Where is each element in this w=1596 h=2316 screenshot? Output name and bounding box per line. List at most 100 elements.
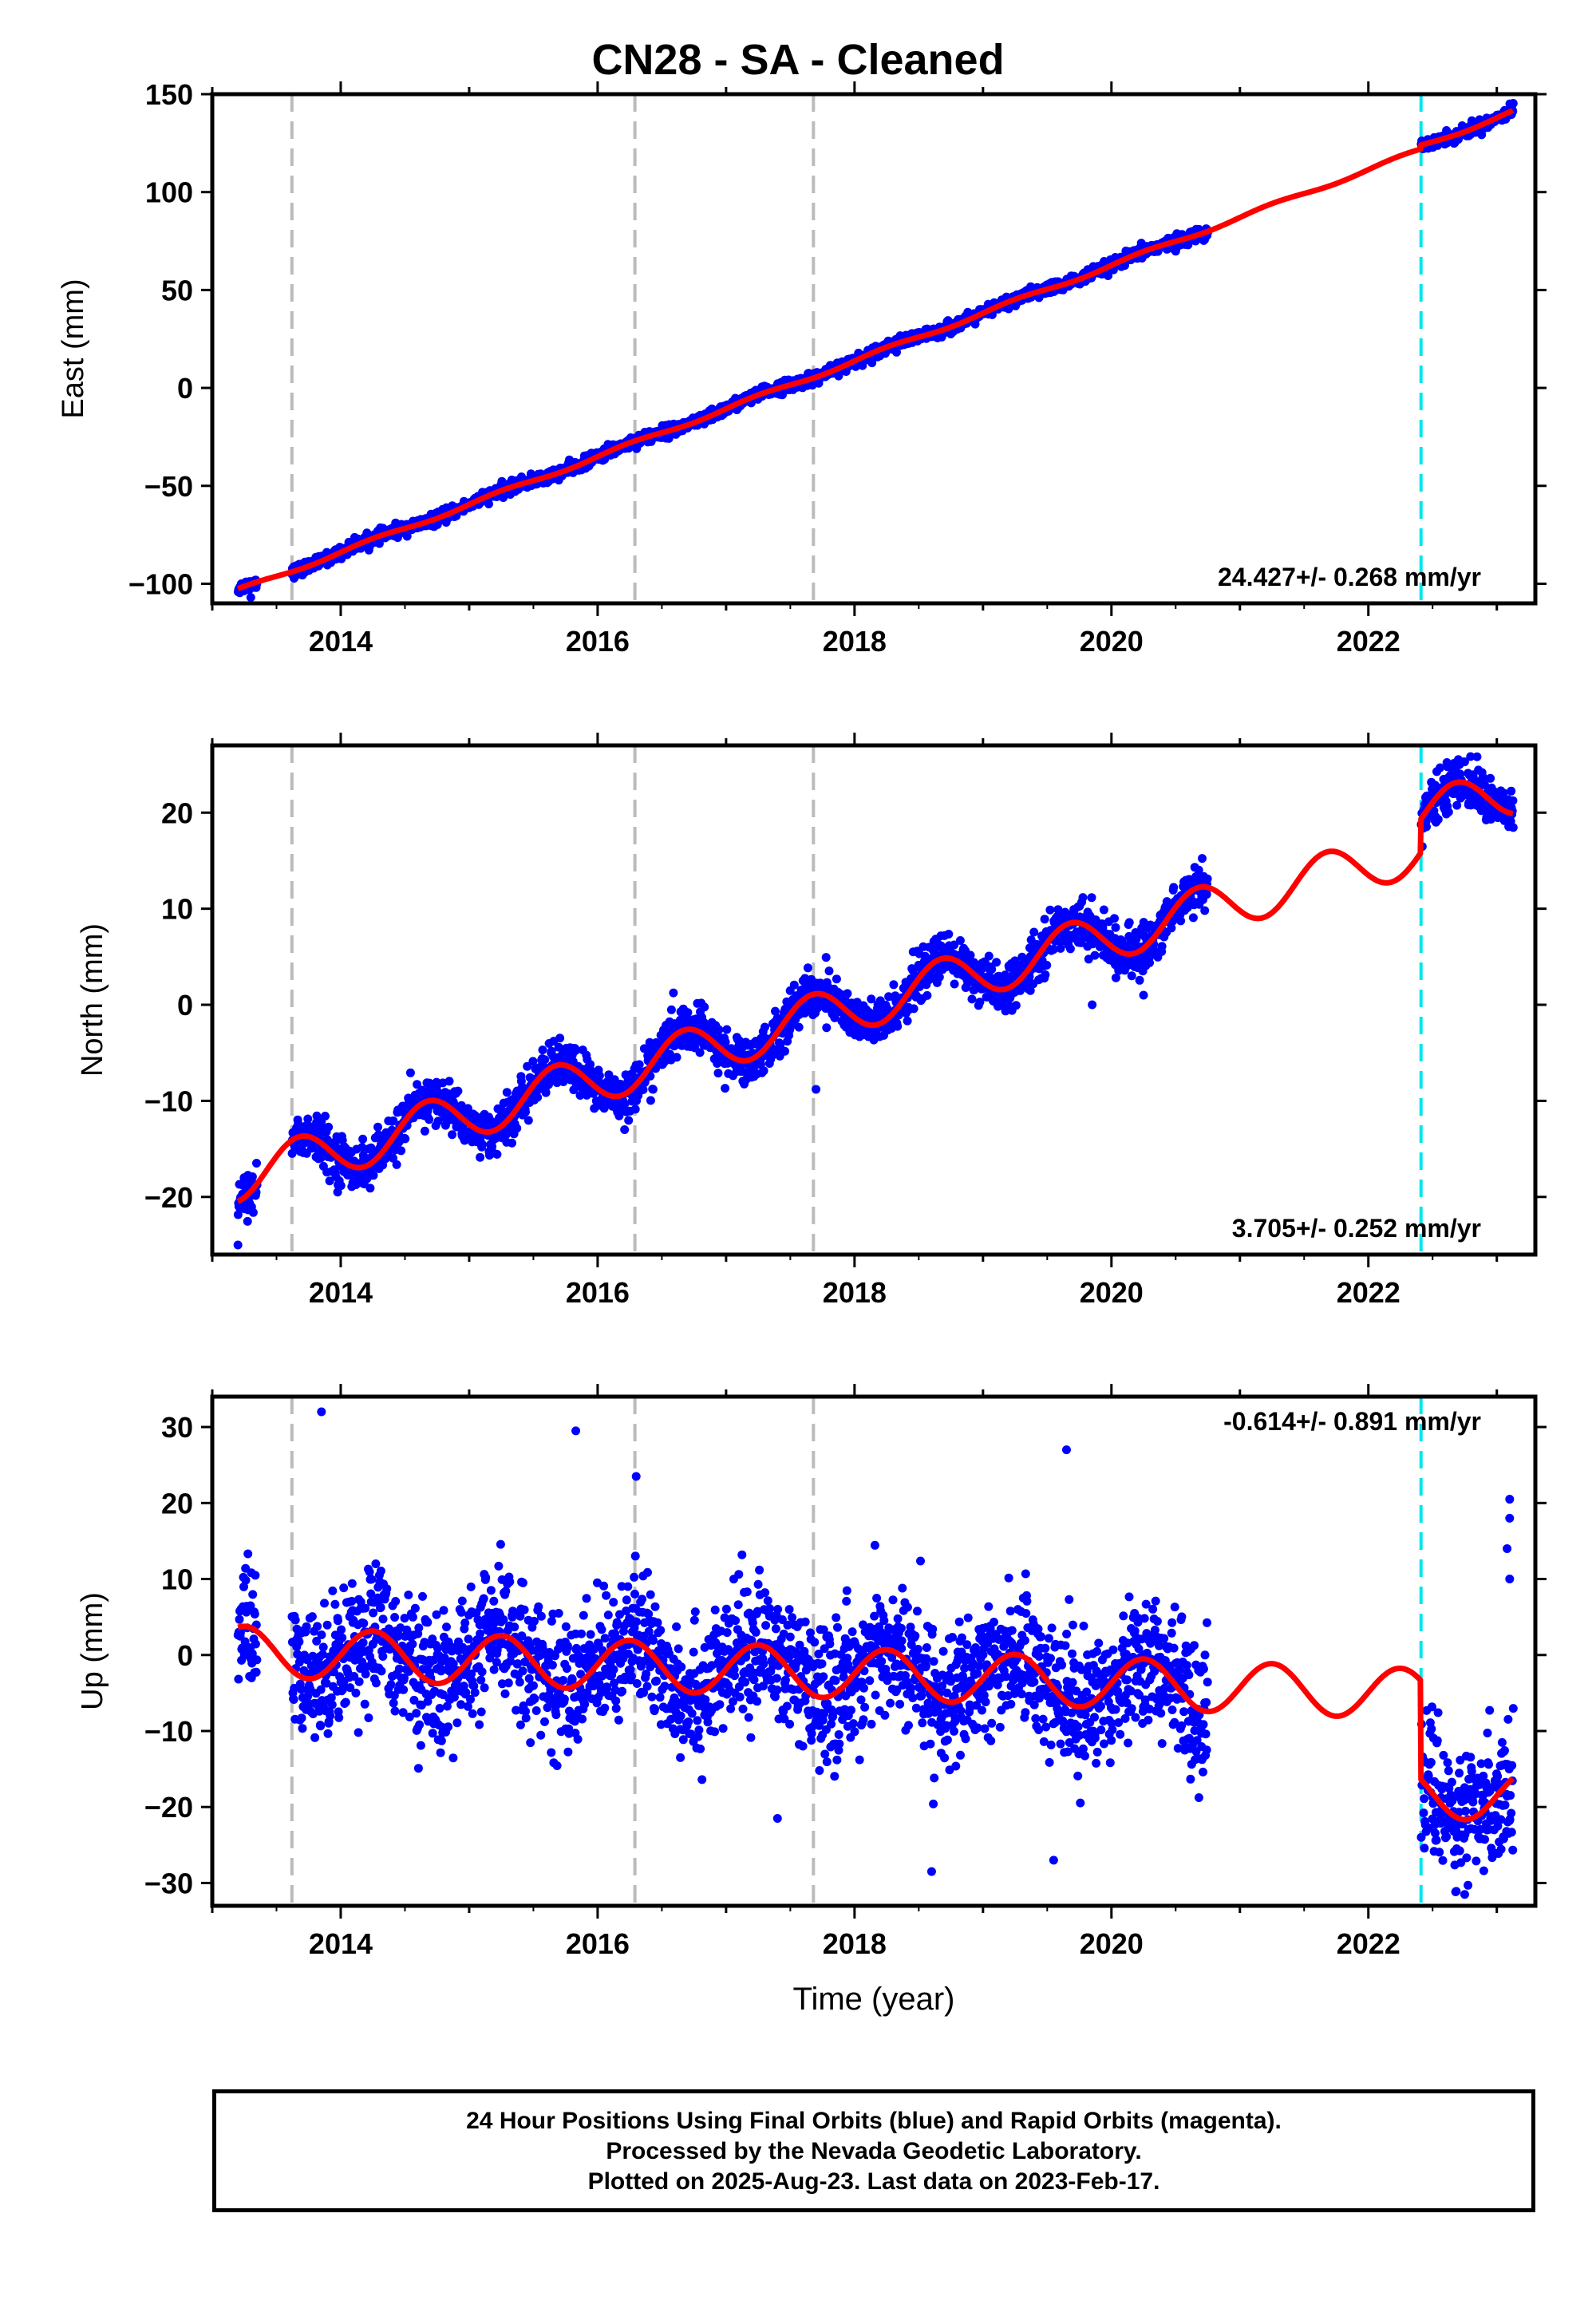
data-point: [944, 930, 954, 939]
data-point: [541, 1088, 551, 1097]
y-tick-label: 100: [145, 176, 193, 209]
data-point: [1065, 944, 1075, 954]
data-point: [1486, 773, 1495, 783]
data-point: [477, 1140, 487, 1148]
data-point: [700, 1002, 709, 1012]
panel-east: 2014 2016 2018 2020 2022−100−50050100150East…: [57, 78, 1547, 658]
data-point: [634, 1060, 644, 1069]
data-point: [1045, 905, 1055, 915]
data-point: [794, 1022, 804, 1032]
data-point: [1087, 893, 1096, 903]
data-point: [476, 1152, 485, 1162]
data-point: [425, 1115, 434, 1124]
data-point: [248, 1207, 258, 1217]
data-point: [760, 1022, 769, 1032]
data-point: [523, 1116, 533, 1125]
data-point: [646, 1096, 655, 1105]
rate-annotation: 24.427+/- 0.268 mm/yr: [1218, 563, 1481, 591]
data-point: [666, 1005, 676, 1014]
data-point: [892, 347, 901, 357]
data-point: [669, 988, 678, 998]
data-point: [247, 1172, 257, 1181]
data-point: [1478, 773, 1487, 782]
data-point: [1099, 905, 1108, 915]
data-point: [803, 963, 812, 973]
data-point: [824, 966, 834, 976]
data-point: [1472, 752, 1482, 761]
data-point: [909, 1004, 918, 1014]
data-point: [714, 1025, 724, 1034]
x-tick-label: 2018: [823, 625, 887, 658]
data-point: [1104, 271, 1113, 280]
plots-canvas: 2014 2016 2018 2020 2022−100−50050100150East…: [57, 78, 1547, 2017]
data-point: [683, 1008, 693, 1018]
data-point: [648, 1085, 658, 1094]
x-tick-label: 2014: [309, 625, 373, 658]
data-point: [420, 1126, 429, 1136]
data-point: [405, 1068, 415, 1077]
data-point: [358, 1134, 368, 1144]
data-point: [521, 1107, 530, 1117]
x-tick-label: 2020: [1080, 625, 1144, 658]
data-point: [1040, 915, 1049, 924]
data-point: [1188, 913, 1198, 923]
data-point: [984, 951, 994, 961]
y-axis-label: East (mm): [57, 279, 90, 418]
data-point: [397, 1146, 406, 1156]
data-point: [903, 1016, 912, 1026]
data-point: [392, 1160, 401, 1169]
data-point: [444, 1077, 454, 1086]
data-point: [832, 974, 841, 984]
data-point: [1078, 893, 1088, 903]
x-tick-label: 2022: [1337, 625, 1400, 658]
data-point: [722, 1025, 732, 1034]
data-point: [630, 1105, 640, 1114]
chart-title: CN28 - SA - Cleaned: [591, 36, 1005, 84]
data-point: [555, 1034, 565, 1043]
data-point: [1145, 958, 1154, 967]
data-point: [336, 1181, 346, 1191]
data-point: [1056, 943, 1065, 953]
data-points: [233, 752, 1518, 1250]
data-point: [713, 1069, 723, 1078]
data-point: [1029, 927, 1039, 937]
data-point: [448, 1130, 457, 1140]
y-tick-label: 0: [177, 372, 193, 405]
data-point: [243, 1216, 252, 1226]
outlier-point: [246, 593, 255, 603]
data-point: [889, 980, 899, 990]
data-point: [1508, 99, 1518, 108]
data-point: [1090, 951, 1100, 960]
data-point: [1127, 971, 1136, 981]
data-point: [843, 989, 852, 998]
x-tick-label: 2016: [566, 625, 630, 658]
data-point: [508, 1138, 516, 1148]
data-point: [1157, 942, 1167, 951]
data-point: [1176, 916, 1186, 926]
data-point: [780, 1046, 789, 1056]
data-point: [867, 358, 877, 368]
y-tick-label: 150: [145, 78, 193, 111]
data-point: [324, 1122, 334, 1132]
y-tick-label: −50: [144, 470, 193, 503]
data-point: [1135, 975, 1144, 985]
data-point: [624, 1116, 634, 1125]
data-point: [893, 1022, 903, 1031]
data-point: [759, 1066, 768, 1076]
data-point: [512, 1124, 522, 1133]
data-point: [595, 1071, 604, 1081]
data-point: [950, 979, 959, 989]
y-tick-label: −100: [128, 567, 193, 600]
data-point: [252, 1159, 261, 1168]
data-point: [1041, 970, 1050, 979]
data-point: [672, 1053, 681, 1062]
data-point: [822, 1023, 832, 1033]
data-point: [492, 1149, 502, 1159]
data-point: [967, 994, 977, 1004]
data-point: [1011, 1001, 1021, 1010]
data-point: [1124, 918, 1134, 927]
data-point: [992, 958, 1001, 967]
data-point: [695, 1048, 705, 1057]
data-point: [1444, 807, 1453, 816]
